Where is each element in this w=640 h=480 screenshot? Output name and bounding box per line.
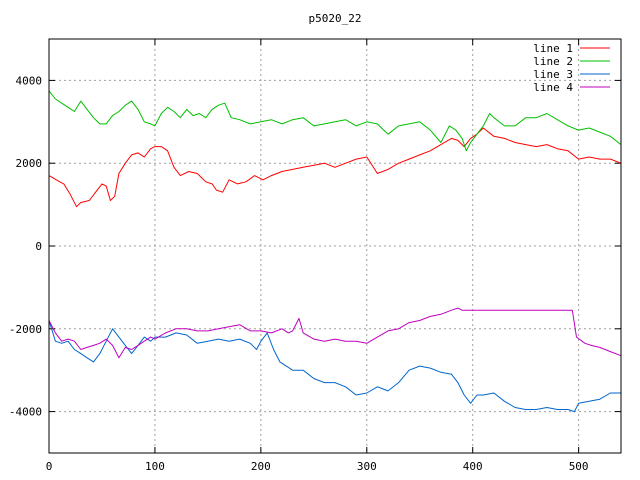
y-tick-label: 2000 (16, 157, 43, 170)
series-line-3 (48, 320, 621, 413)
legend-label-4: line 4 (533, 81, 573, 94)
x-tick-label: 500 (569, 460, 589, 473)
legend-label-3: line 3 (533, 68, 573, 81)
series-lines (48, 90, 622, 413)
x-tick-label: 0 (46, 460, 53, 473)
legend-label-2: line 2 (533, 55, 573, 68)
chart-title: p5020_22 (309, 12, 362, 25)
y-tick-label: -4000 (9, 406, 42, 419)
series-line-2 (48, 90, 622, 152)
series-line-4 (48, 307, 622, 359)
y-tick-label: -2000 (9, 323, 42, 336)
y-tick-label: 4000 (16, 74, 43, 87)
axis-ticks: 0 100 200 300 400 500 -4000 -2000 0 2000 4000 (9, 39, 621, 473)
grid (49, 39, 621, 453)
x-tick-label: 300 (357, 460, 377, 473)
plot-frame (48, 38, 622, 454)
x-tick-label: 200 (251, 460, 271, 473)
x-tick-label: 100 (145, 460, 165, 473)
legend-label-1: line 1 (533, 42, 573, 55)
x-tick-label: 400 (463, 460, 483, 473)
series-line-1 (48, 127, 622, 208)
y-tick-label: 0 (35, 240, 42, 253)
